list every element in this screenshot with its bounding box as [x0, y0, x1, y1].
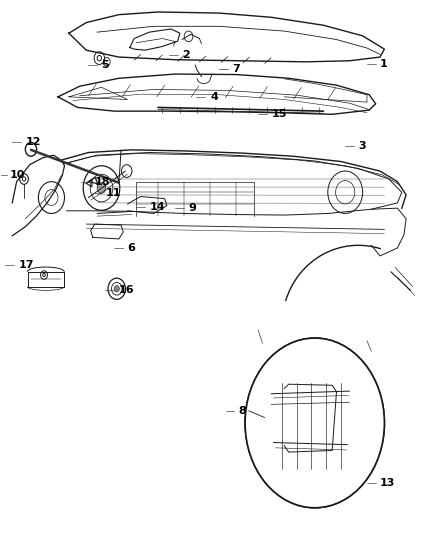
Circle shape: [245, 338, 385, 508]
Text: 2: 2: [182, 51, 190, 60]
Circle shape: [97, 183, 106, 193]
Text: 4: 4: [210, 92, 218, 102]
Text: 17: 17: [19, 260, 34, 270]
Text: 15: 15: [271, 109, 286, 119]
Text: 16: 16: [119, 285, 134, 295]
Text: 8: 8: [239, 406, 246, 416]
Text: 14: 14: [149, 202, 165, 212]
Text: 18: 18: [95, 176, 110, 187]
Text: 6: 6: [127, 243, 135, 253]
Text: 3: 3: [358, 141, 366, 151]
Text: 9: 9: [188, 203, 196, 213]
Text: 5: 5: [102, 60, 109, 70]
Circle shape: [114, 286, 119, 292]
Text: 11: 11: [106, 188, 121, 198]
Text: 1: 1: [380, 59, 388, 69]
Text: 12: 12: [25, 137, 41, 147]
Text: 10: 10: [10, 171, 25, 180]
Text: 13: 13: [380, 478, 396, 488]
Text: 7: 7: [232, 64, 240, 74]
